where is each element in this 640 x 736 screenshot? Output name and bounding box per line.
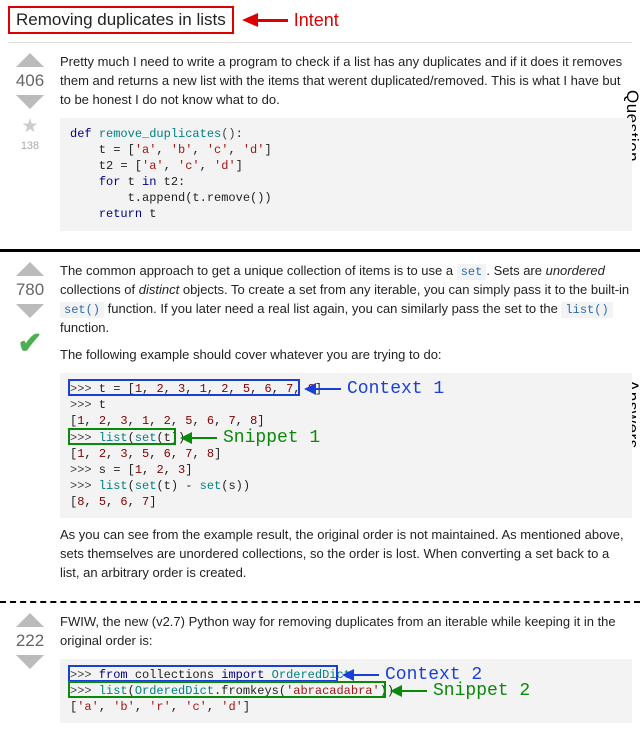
question-score: 406 — [16, 71, 44, 91]
answer2-para1: FWIW, the new (v2.7) Python way for remo… — [60, 613, 632, 651]
arrow-stem — [401, 690, 427, 692]
arrow-left-icon — [180, 432, 192, 444]
inline-code: list() — [561, 302, 612, 318]
answer-post: 222 FWIW, the new (v2.7) Python way for … — [0, 607, 640, 736]
question-text: Pretty much I need to write a program to… — [60, 53, 632, 110]
arrow-stem — [191, 437, 217, 439]
answer-score: 222 — [16, 631, 44, 651]
favorite-icon[interactable]: ★ — [21, 115, 38, 138]
divider — [8, 42, 632, 43]
annotation-text: Context 2 — [385, 663, 482, 687]
answer-body: FWIW, the new (v2.7) Python way for remo… — [52, 613, 632, 731]
question-code: def remove_duplicates(): t = ['a', 'b', … — [60, 118, 632, 231]
downvote-icon[interactable] — [16, 95, 44, 109]
answer-para3: As you can see from the example result, … — [60, 526, 632, 583]
inline-code: set — [457, 264, 487, 280]
answer-code-2: >>> from collections import OrderedDict … — [60, 659, 632, 724]
dashed-divider — [0, 601, 640, 603]
arrow-left-icon — [242, 13, 258, 27]
downvote-icon[interactable] — [16, 304, 44, 318]
favorite-count: 138 — [21, 140, 39, 152]
annotation-text: Context 1 — [347, 377, 444, 401]
annotation-text: Snippet 1 — [223, 426, 320, 450]
annotation-label-context1: Context 1 — [304, 377, 444, 401]
upvote-icon[interactable] — [16, 613, 44, 627]
answer-score: 780 — [16, 280, 44, 300]
vote-column: 406 ★ 138 — [8, 53, 52, 239]
arrow-stem — [315, 388, 341, 390]
intent-arrow — [242, 13, 288, 27]
vote-column: 222 — [8, 613, 52, 731]
annotation-label-snippet2: Snippet 2 — [390, 679, 530, 703]
upvote-icon[interactable] — [16, 53, 44, 67]
answer-para2: The following example should cover whate… — [60, 346, 632, 365]
annotation-text: Snippet 2 — [433, 679, 530, 703]
accepted-check-icon: ✔ — [17, 326, 42, 361]
answer-code-1: >>> t = [1, 2, 3, 1, 2, 5, 6, 7, 8] >>> … — [60, 373, 632, 519]
answer-para1: The common approach to get a unique coll… — [60, 262, 632, 338]
annotation-label-snippet1: Snippet 1 — [180, 426, 320, 450]
intent-label: Intent — [294, 10, 339, 31]
answer-post: 780 ✔ The common approach to get a uniqu… — [0, 256, 640, 597]
arrow-left-icon — [390, 685, 402, 697]
upvote-icon[interactable] — [16, 262, 44, 276]
arrow-stem — [353, 674, 379, 676]
downvote-icon[interactable] — [16, 655, 44, 669]
title-row: Removing duplicates in lists Intent — [0, 0, 640, 38]
inline-code: set() — [60, 302, 104, 318]
answer-body: The common approach to get a unique coll… — [52, 262, 632, 591]
question-post: 406 ★ 138 Pretty much I need to write a … — [0, 47, 640, 245]
vote-column: 780 ✔ — [8, 262, 52, 591]
question-body: Pretty much I need to write a program to… — [52, 53, 632, 239]
arrow-stem — [258, 19, 288, 22]
heavy-divider — [0, 249, 640, 252]
page-title: Removing duplicates in lists — [8, 6, 234, 34]
